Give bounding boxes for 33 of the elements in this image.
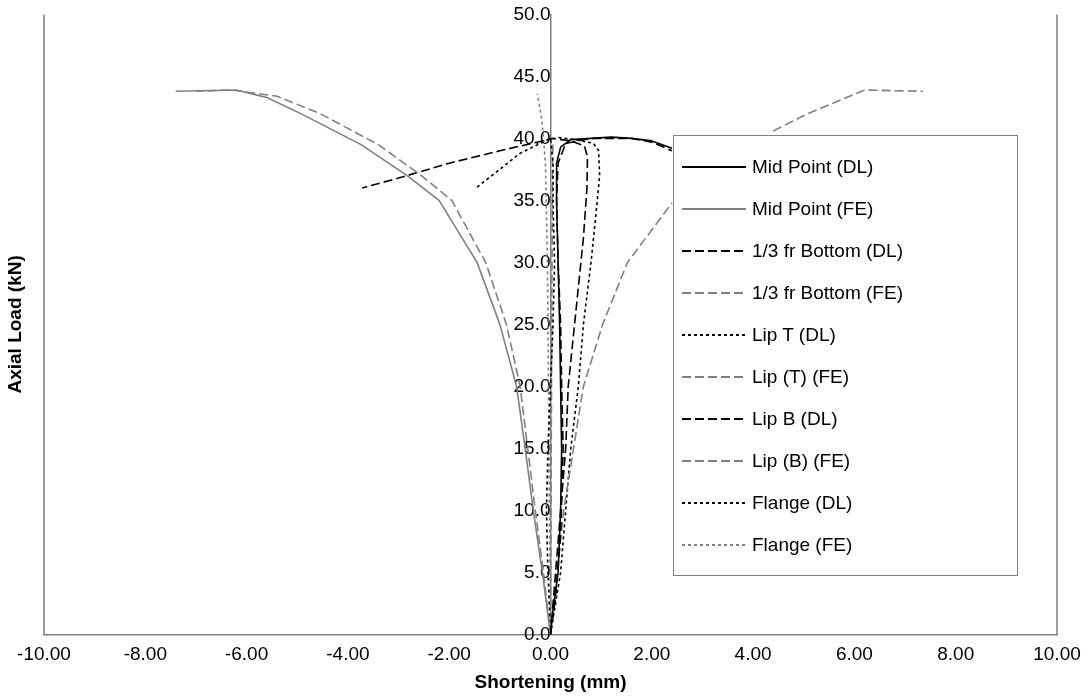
legend-label: Flange (FE) <box>752 534 853 556</box>
y-tick-label: 10.0 <box>513 498 551 520</box>
x-axis-title: Shortening (mm) <box>474 670 627 692</box>
y-tick-label: 15.0 <box>513 436 551 458</box>
x-tick-label: -8.00 <box>123 643 167 665</box>
y-tick-label: 45.0 <box>513 64 551 86</box>
x-tick-label: 10.00 <box>1033 643 1081 665</box>
x-tick-label: -2.00 <box>427 643 471 665</box>
x-tick-label: -10.00 <box>17 643 71 665</box>
x-tick-label: -6.00 <box>224 643 269 665</box>
x-tick-label: 6.00 <box>835 643 873 665</box>
y-tick-label: 40.0 <box>513 126 551 148</box>
y-tick-label: 30.0 <box>513 250 551 272</box>
legend-label: Flange (DL) <box>752 492 853 514</box>
y-tick-label: 50.0 <box>513 2 551 24</box>
y-tick-label: 25.0 <box>513 312 551 334</box>
legend-label: Lip (B) (FE) <box>752 450 851 472</box>
x-tick-label: 8.00 <box>937 643 975 665</box>
x-tick-label: 4.00 <box>734 643 772 665</box>
x-tick-label: 2.00 <box>633 643 671 665</box>
legend-label: Mid Point (DL) <box>752 156 874 178</box>
y-tick-label: 0.0 <box>524 622 551 644</box>
y-tick-label: 35.0 <box>513 188 551 210</box>
y-tick-label: 20.0 <box>513 374 551 396</box>
y-axis-title: Axial Load (kN) <box>4 255 26 394</box>
legend-label: Lip T (DL) <box>752 324 836 346</box>
legend-label: Lip B (DL) <box>752 408 838 430</box>
legend-label: 1/3 fr Bottom (FE) <box>752 282 903 304</box>
legend-label: Lip (T) (FE) <box>752 366 850 388</box>
x-tick-label: 0.00 <box>532 643 569 665</box>
legend-label: 1/3 fr Bottom (DL) <box>752 240 903 262</box>
legend-label: Mid Point (FE) <box>752 198 874 220</box>
x-tick-label: -4.00 <box>326 643 370 665</box>
